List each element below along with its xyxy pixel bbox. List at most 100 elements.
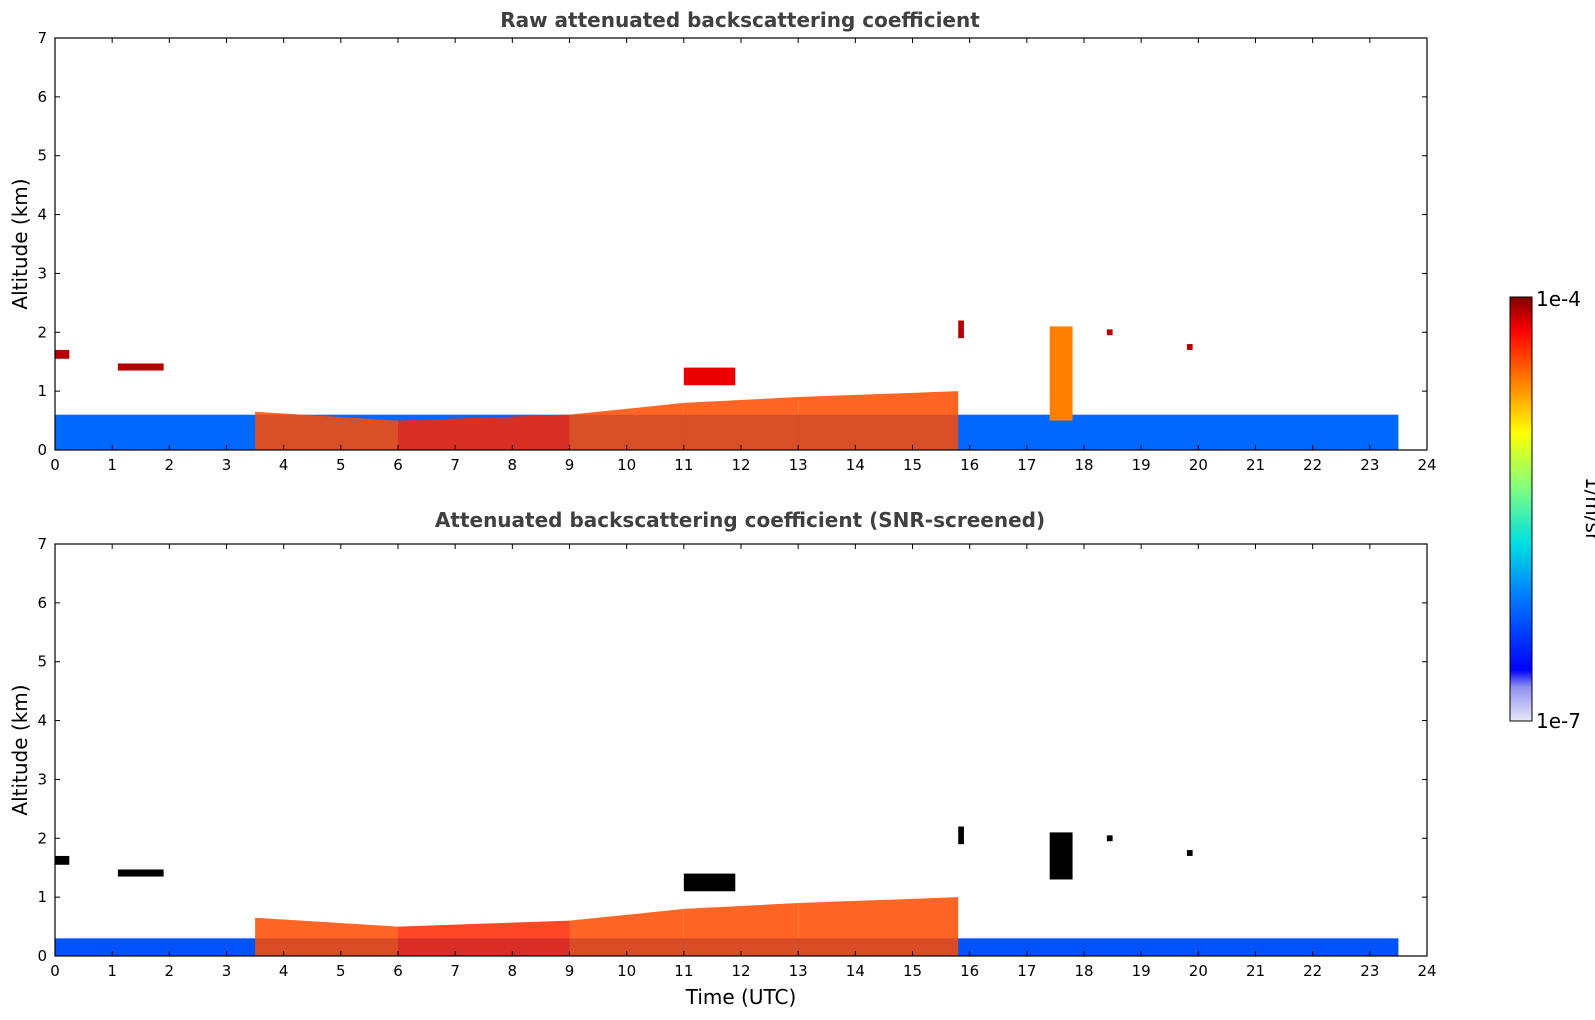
x-tick-label: 6 xyxy=(393,456,403,474)
x-tick-label: 21 xyxy=(1246,962,1265,980)
plot-area-raw xyxy=(55,320,1399,450)
x-tick-label: 5 xyxy=(336,456,346,474)
x-tick-label: 20 xyxy=(1189,456,1208,474)
y-tick-label: 3 xyxy=(37,770,47,788)
aerosol-layer-segment xyxy=(798,391,959,450)
cloud-patch xyxy=(1106,835,1113,842)
axes-raw: 0 1 2 3 4 5 6 7 8 9 10 11 12 13 14 15 16 17 18 19 20 21 22 23 24… xyxy=(37,29,1436,474)
plot-frame-screened xyxy=(54,543,1428,957)
x-tick-label: 13 xyxy=(789,456,808,474)
cloud-patch xyxy=(958,826,964,845)
plot-area-screened xyxy=(55,826,1399,956)
x-tick-label: 8 xyxy=(508,456,518,474)
aerosol-layer-segment xyxy=(683,903,799,956)
cloud-patch xyxy=(117,869,164,877)
x-tick-label: 4 xyxy=(279,456,289,474)
panel-raw: Raw attenuated backscattering coefficien… xyxy=(8,8,1437,474)
axes-screened: 0 1 2 3 4 5 6 7 8 9 10 11 12 13 14 15 16 17 18 19 20 21 22 23 24… xyxy=(37,535,1436,980)
panel-screened: Attenuated backscattering coefficient (S… xyxy=(8,508,1437,1009)
y-tick-label: 5 xyxy=(37,653,47,671)
aerosol-layer-segment xyxy=(255,411,398,450)
cloud-patch xyxy=(958,320,964,339)
x-tick-label: 7 xyxy=(450,962,460,980)
y-tick-label: 0 xyxy=(37,947,47,965)
x-tick-label: 22 xyxy=(1303,456,1322,474)
y-tick-label: 1 xyxy=(37,382,47,400)
aerosol-layer-segment xyxy=(398,920,570,956)
aerosol-layer-segment xyxy=(255,917,398,956)
x-tick-label: 2 xyxy=(165,962,175,980)
x-tick-label: 10 xyxy=(617,456,636,474)
x-tick-label: 17 xyxy=(1017,962,1036,980)
y-axis-label-screened: Altitude (km) xyxy=(8,684,32,815)
x-tick-label: 17 xyxy=(1017,456,1036,474)
x-tick-label: 5 xyxy=(336,962,346,980)
cloud-patch xyxy=(1186,850,1193,856)
heatmap-raw xyxy=(55,320,1399,450)
x-tick-label: 1 xyxy=(107,962,117,980)
y-tick-label: 6 xyxy=(37,594,47,612)
colorbar-max-label: 1e-4 xyxy=(1536,287,1581,311)
x-tick-label: 12 xyxy=(731,962,750,980)
x-tick-label: 0 xyxy=(50,456,60,474)
y-tick-label: 6 xyxy=(37,88,47,106)
x-tick-label: 24 xyxy=(1417,962,1436,980)
cloud-patch xyxy=(1106,329,1113,336)
x-tick-label: 9 xyxy=(565,962,575,980)
aerosol-layer-segment xyxy=(569,908,684,956)
y-axis-label-raw: Altitude (km) xyxy=(8,178,32,309)
x-tick-label: 21 xyxy=(1246,456,1265,474)
x-tick-label: 6 xyxy=(393,962,403,980)
x-tick-label: 0 xyxy=(50,962,60,980)
chart-title-raw: Raw attenuated backscattering coefficien… xyxy=(500,8,980,32)
x-tick-label: 7 xyxy=(450,456,460,474)
x-tick-label: 11 xyxy=(674,456,693,474)
x-tick-label: 20 xyxy=(1189,962,1208,980)
chart-title-screened: Attenuated backscattering coefficient (S… xyxy=(435,508,1045,532)
x-tick-label: 12 xyxy=(731,456,750,474)
x-tick-label: 22 xyxy=(1303,962,1322,980)
x-tick-label: 15 xyxy=(903,962,922,980)
y-tick-label: 3 xyxy=(37,264,47,282)
aerosol-layer-segment xyxy=(398,414,570,450)
x-tick-label: 11 xyxy=(674,962,693,980)
x-tick-label: 23 xyxy=(1360,456,1379,474)
x-tick-label: 2 xyxy=(165,456,175,474)
x-tick-label: 9 xyxy=(565,456,575,474)
x-axis-label: Time (UTC) xyxy=(685,985,797,1009)
x-tick-label: 14 xyxy=(846,962,865,980)
cloud-patch xyxy=(1049,326,1073,421)
aerosol-layer-segment xyxy=(683,397,799,450)
x-tick-label: 15 xyxy=(903,456,922,474)
y-tick-label: 1 xyxy=(37,888,47,906)
x-tick-label: 14 xyxy=(846,456,865,474)
x-tick-label: 4 xyxy=(279,962,289,980)
x-tick-label: 1 xyxy=(107,456,117,474)
x-tick-label: 16 xyxy=(960,962,979,980)
y-tick-label: 2 xyxy=(37,323,47,341)
colorbar-gradient xyxy=(1509,296,1533,722)
heatmap-screened xyxy=(55,826,1399,956)
x-tick-label: 19 xyxy=(1132,456,1151,474)
x-tick-label: 24 xyxy=(1417,456,1436,474)
x-tick-label: 3 xyxy=(222,962,232,980)
colorbar-min-label: 1e-7 xyxy=(1536,709,1581,733)
x-tick-label: 19 xyxy=(1132,962,1151,980)
y-tick-label: 4 xyxy=(37,712,47,730)
x-tick-label: 18 xyxy=(1074,456,1093,474)
x-tick-label: 23 xyxy=(1360,962,1379,980)
x-tick-label: 10 xyxy=(617,962,636,980)
x-tick-label: 3 xyxy=(222,456,232,474)
y-tick-label: 5 xyxy=(37,147,47,165)
x-tick-label: 8 xyxy=(508,962,518,980)
y-tick-label: 2 xyxy=(37,829,47,847)
cloud-patch xyxy=(1186,344,1193,350)
x-tick-label: 18 xyxy=(1074,962,1093,980)
x-tick-label: 13 xyxy=(789,962,808,980)
colorbar-unit-label: 1/m/sr xyxy=(1581,477,1595,542)
x-tick-label: 16 xyxy=(960,456,979,474)
cloud-patch xyxy=(683,873,736,892)
y-tick-label: 7 xyxy=(37,535,47,553)
cloud-patch xyxy=(683,367,736,386)
